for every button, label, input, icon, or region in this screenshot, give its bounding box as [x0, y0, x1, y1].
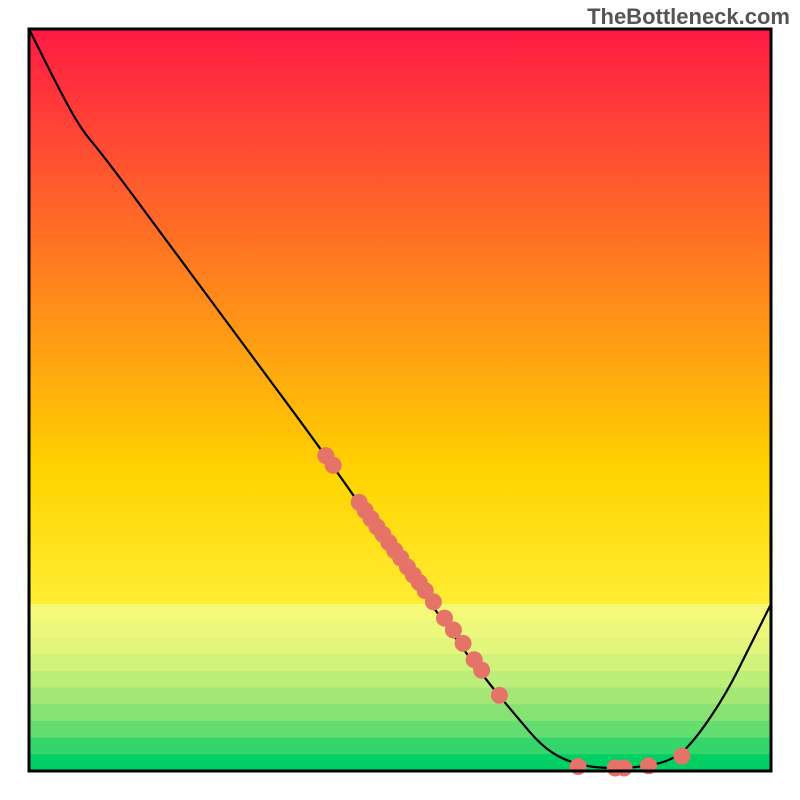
gradient-band	[29, 671, 771, 688]
gradient-band	[29, 704, 771, 721]
gradient-band	[29, 688, 771, 705]
data-marker	[473, 662, 490, 679]
data-marker	[425, 593, 442, 610]
gradient-band	[29, 721, 771, 738]
gradient-band	[29, 637, 771, 654]
data-marker	[455, 635, 472, 652]
chart-root: TheBottleneck.com	[0, 0, 800, 800]
gradient-band	[29, 654, 771, 671]
bottleneck-chart	[0, 0, 800, 800]
data-marker	[673, 748, 690, 765]
watermark-text: TheBottleneck.com	[587, 4, 790, 30]
data-marker	[616, 760, 633, 777]
data-marker	[491, 687, 508, 704]
gradient-band	[29, 621, 771, 638]
data-marker	[325, 457, 342, 474]
gradient-band	[29, 738, 771, 755]
gradient-band	[29, 604, 771, 621]
